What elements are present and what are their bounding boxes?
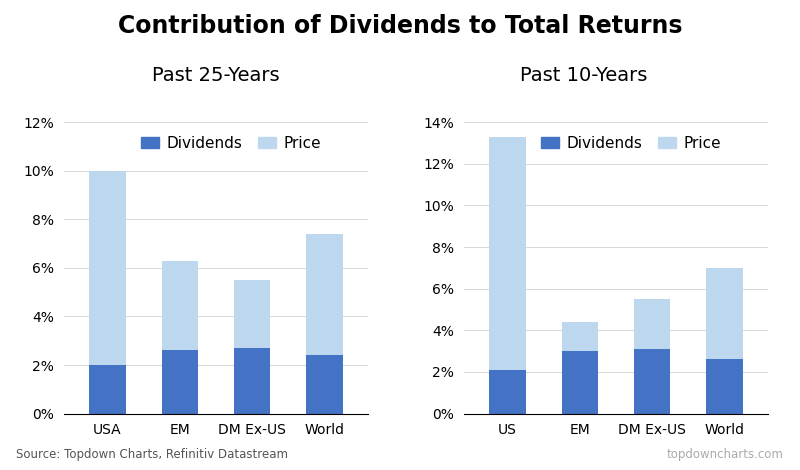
Bar	[562, 322, 598, 351]
Bar	[234, 348, 270, 414]
Bar	[562, 351, 598, 414]
Legend: Dividends, Price: Dividends, Price	[534, 130, 728, 157]
Bar	[162, 351, 198, 414]
Text: Contribution of Dividends to Total Returns: Contribution of Dividends to Total Retur…	[118, 14, 682, 38]
Legend: Dividends, Price: Dividends, Price	[134, 130, 328, 157]
Text: Past 10-Years: Past 10-Years	[520, 66, 648, 85]
Bar	[706, 268, 742, 360]
Bar	[706, 360, 742, 414]
Bar	[490, 137, 526, 370]
Bar	[306, 355, 342, 414]
Bar	[90, 171, 126, 365]
Bar	[234, 280, 270, 348]
Text: topdowncharts.com: topdowncharts.com	[667, 447, 784, 461]
Bar	[162, 260, 198, 351]
Bar	[90, 365, 126, 414]
Bar	[634, 299, 670, 349]
Bar	[634, 349, 670, 414]
Text: Source: Topdown Charts, Refinitiv Datastream: Source: Topdown Charts, Refinitiv Datast…	[16, 447, 288, 461]
Bar	[306, 234, 342, 355]
Text: Past 25-Years: Past 25-Years	[152, 66, 280, 85]
Bar	[490, 370, 526, 414]
